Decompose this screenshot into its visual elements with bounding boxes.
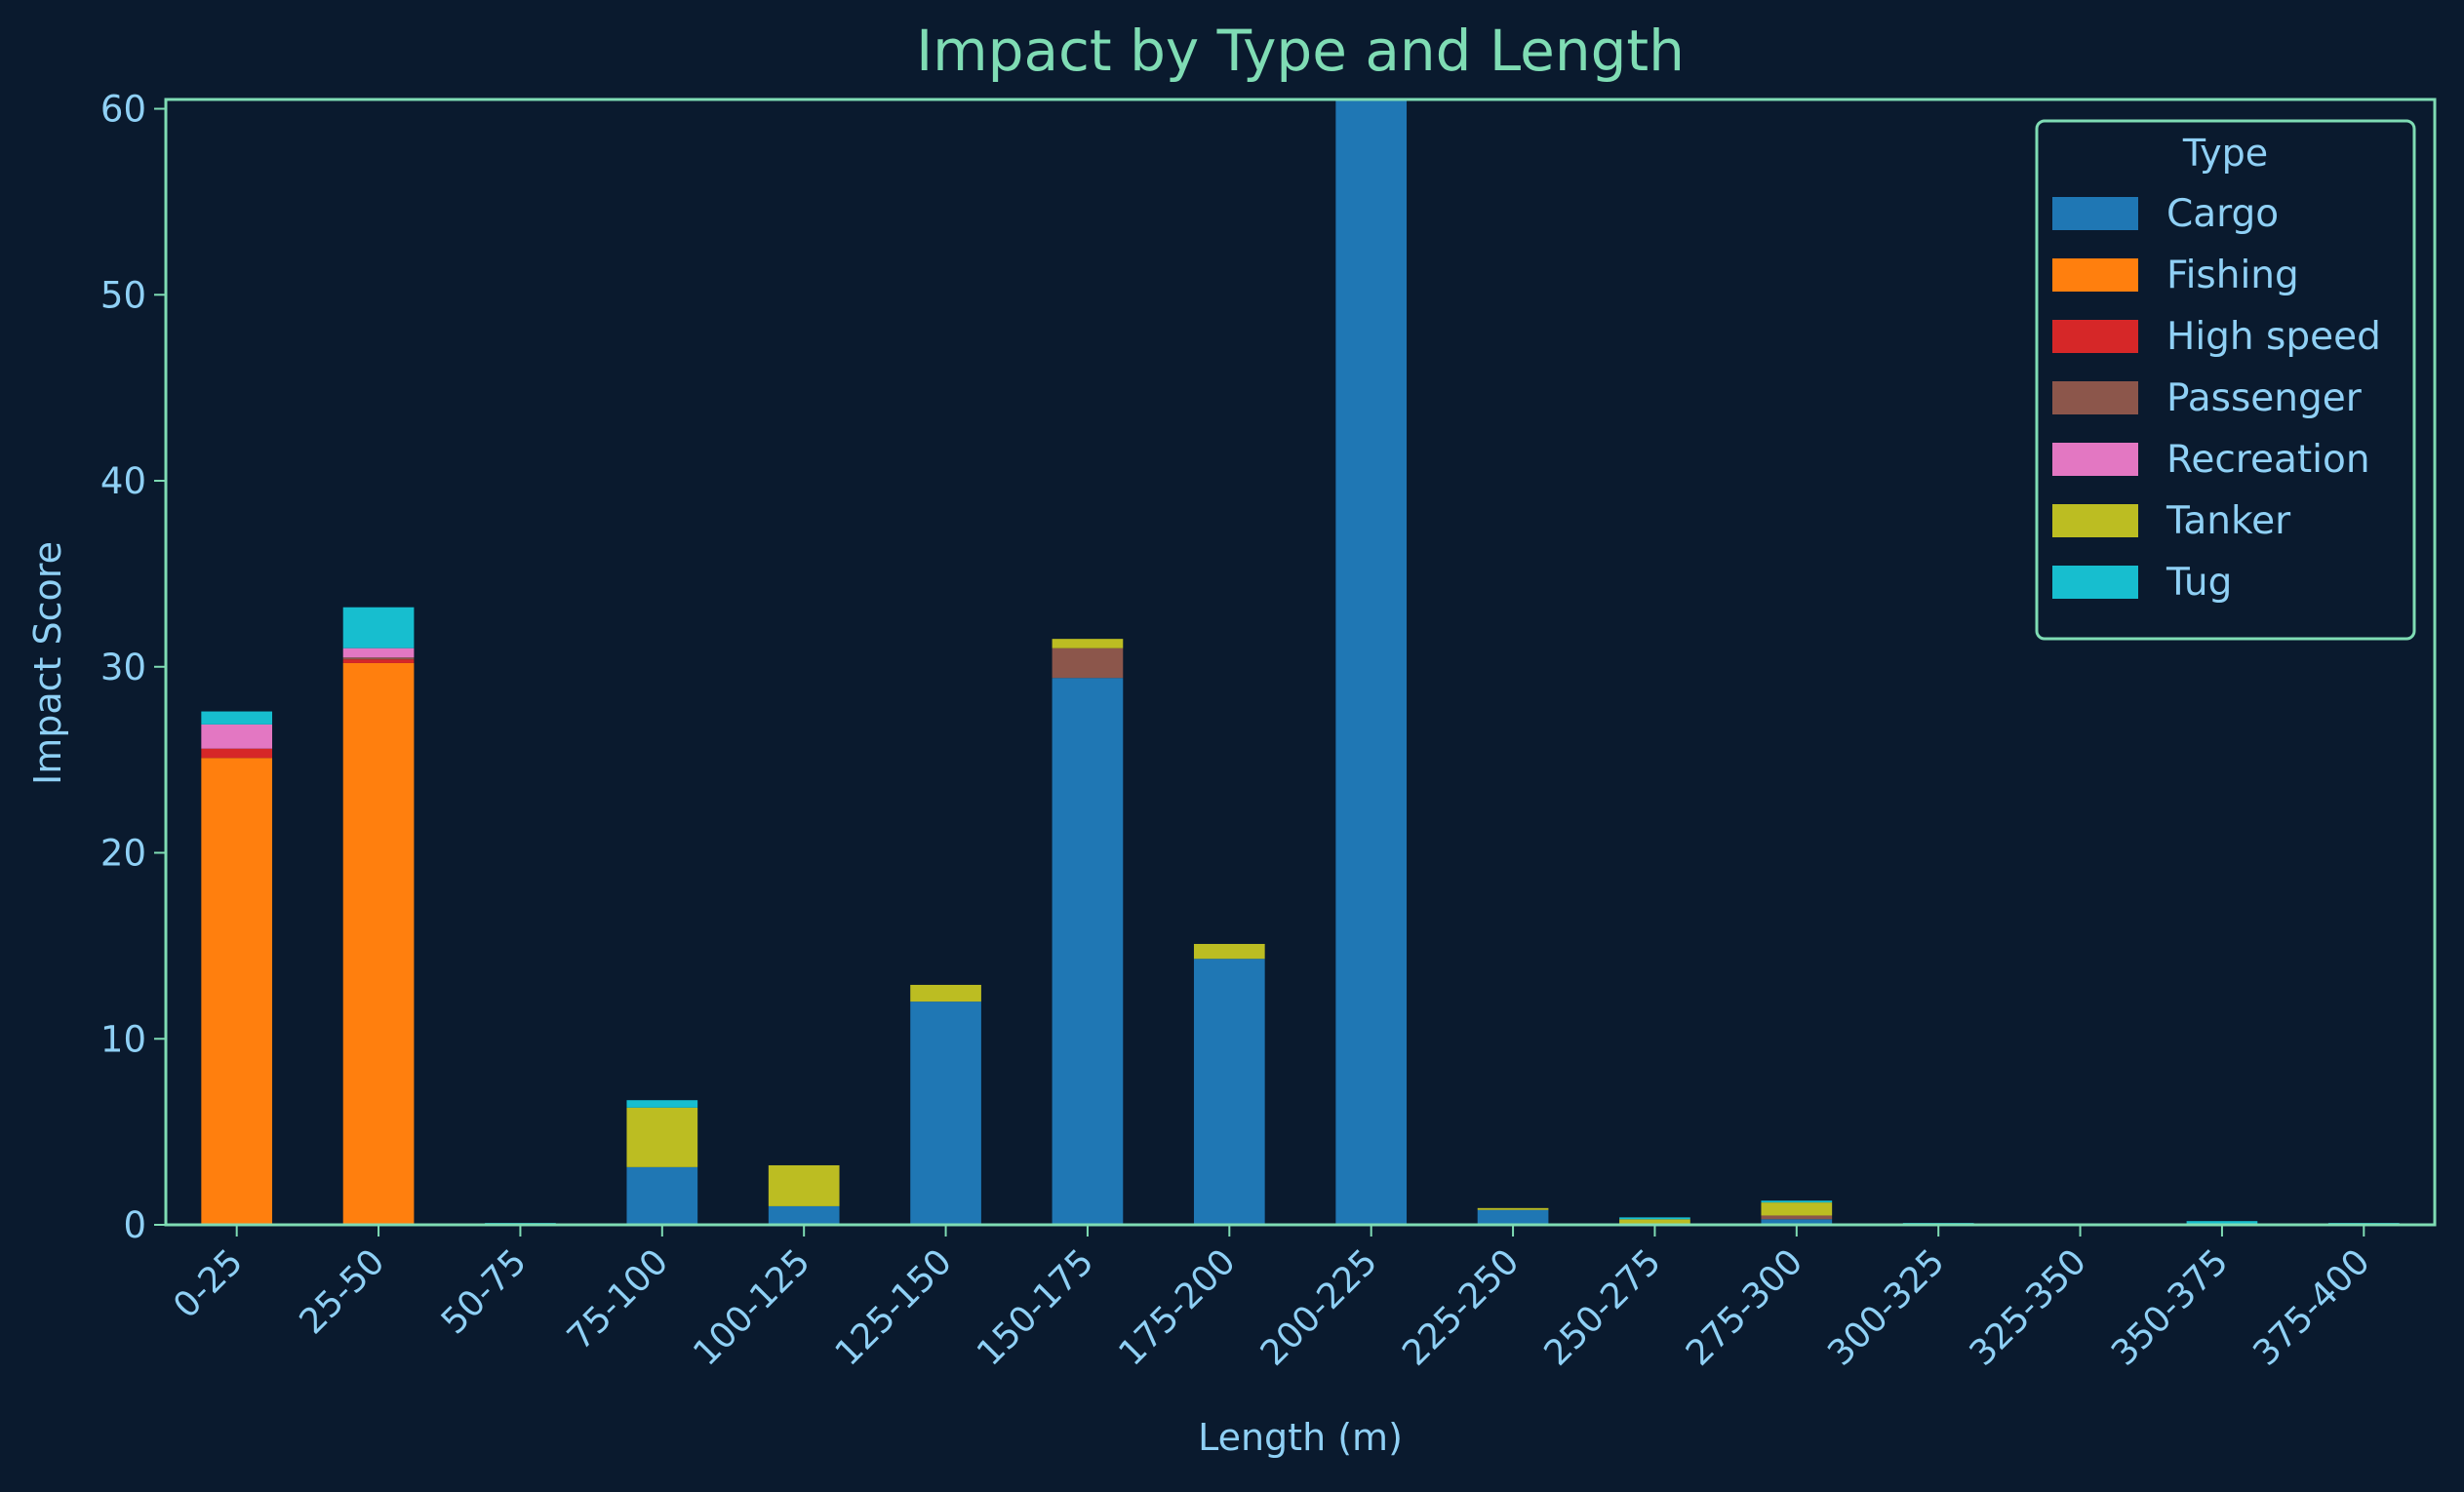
bar-25-50-tug <box>342 607 415 648</box>
bar-125-150-tanker <box>910 984 981 1002</box>
bar-150-175-passenger <box>1052 648 1124 679</box>
legend-label-recreation: Recreation <box>2166 438 2370 482</box>
chart-title: Impact by Type and Length <box>916 18 1685 84</box>
bar-100-125-cargo <box>768 1205 840 1225</box>
legend-title: Type <box>2182 132 2268 175</box>
x-tick-label-175-200: 175-200 <box>1111 1241 1243 1373</box>
x-tick-label-275-300: 275-300 <box>1679 1241 1810 1373</box>
bar-350-375-tug <box>2186 1221 2258 1225</box>
x-tick-label-100-125: 100-125 <box>686 1241 817 1373</box>
bar-75-100-cargo <box>626 1166 698 1225</box>
legend-swatch-high-speed <box>2052 320 2138 353</box>
y-tick-label: 50 <box>100 274 146 316</box>
x-tick-label-150-175: 150-175 <box>970 1241 1101 1373</box>
x-tick-label-25-50: 25-50 <box>292 1241 392 1342</box>
y-tick-label: 0 <box>123 1204 146 1246</box>
x-tick-label-75-100: 75-100 <box>560 1241 676 1357</box>
bar-275-300-tug <box>1761 1200 1833 1203</box>
x-tick-label-50-75: 50-75 <box>434 1241 535 1342</box>
bar-250-275-tanker <box>1619 1219 1690 1225</box>
x-tick-label-0-25: 0-25 <box>166 1241 251 1326</box>
legend-label-high-speed: High speed <box>2166 315 2381 359</box>
x-tick-label-350-375: 350-375 <box>2104 1241 2236 1373</box>
legend-label-tanker: Tanker <box>2166 499 2291 543</box>
bar-275-300-cargo <box>1761 1219 1833 1225</box>
y-tick-label: 20 <box>100 833 146 875</box>
legend: Type Cargo Fishing High speed Passenger Recre… <box>2035 119 2416 641</box>
legend-swatch-passenger <box>2052 381 2138 414</box>
legend-swatch-tanker <box>2052 504 2138 537</box>
x-tick-label-300-325: 300-325 <box>1820 1241 1952 1373</box>
bar-175-200-tanker <box>1193 943 1265 960</box>
bar-0-25-recreation <box>201 724 273 749</box>
plot-frame <box>164 98 2437 1227</box>
bar-0-25-tug <box>201 711 273 725</box>
legend-label-passenger: Passenger <box>2166 376 2363 420</box>
bar-175-200-cargo <box>1193 959 1265 1225</box>
bar-275-300-tanker <box>1761 1202 1833 1216</box>
bar-75-100-tanker <box>626 1107 698 1167</box>
x-axis-label: Length (m) <box>1198 1416 1403 1459</box>
y-tick-label: 30 <box>100 647 146 688</box>
y-axis: 0 10 20 30 40 50 60 <box>100 89 166 1246</box>
x-tick-label-200-225: 200-225 <box>1253 1241 1385 1373</box>
bar-75-100-tug <box>626 1100 698 1108</box>
bar-275-300-passenger <box>1761 1215 1833 1220</box>
plot-area <box>201 99 2400 1225</box>
legend-label-tug: Tug <box>2166 561 2232 605</box>
legend-swatch-fishing <box>2052 258 2138 292</box>
x-tick-label-250-275: 250-275 <box>1536 1241 1668 1373</box>
y-tick-label: 40 <box>100 460 146 502</box>
legend-swatch-tug <box>2052 566 2138 599</box>
y-tick-label: 60 <box>100 89 146 131</box>
x-tick-label-375-400: 375-400 <box>2245 1241 2377 1373</box>
bar-25-50-fishing <box>342 662 415 1225</box>
legend-label-cargo: Cargo <box>2166 192 2279 236</box>
y-tick-label: 10 <box>100 1018 146 1060</box>
bar-25-50-high-speed <box>342 659 415 663</box>
x-tick-label-125-150: 125-150 <box>828 1241 960 1373</box>
bar-125-150-cargo <box>910 1001 981 1225</box>
bar-225-250-cargo <box>1477 1209 1549 1225</box>
x-tick-label-225-250: 225-250 <box>1395 1241 1527 1373</box>
legend-label-fishing: Fishing <box>2166 254 2299 297</box>
bar-150-175-tanker <box>1052 639 1124 648</box>
bar-250-275-tug <box>1619 1217 1690 1220</box>
x-tick-label-325-350: 325-350 <box>1963 1241 2094 1373</box>
x-axis: 0-25 25-50 50-75 75-100 100-125 125-150 150-17… <box>166 1225 2378 1374</box>
bar-100-125-tanker <box>768 1164 840 1206</box>
bar-25-50-passenger <box>342 657 415 660</box>
bar-0-25-fishing <box>201 758 273 1225</box>
bar-200-225-cargo <box>1335 99 1408 1225</box>
bar-150-175-cargo <box>1052 678 1124 1225</box>
bar-225-250-tanker <box>1477 1207 1549 1210</box>
bar-25-50-recreation <box>342 648 415 658</box>
bar-0-25-high-speed <box>201 748 273 759</box>
legend-swatch-recreation <box>2052 443 2138 476</box>
legend-swatch-cargo <box>2052 197 2138 230</box>
y-axis-label: Impact Score <box>26 541 69 785</box>
